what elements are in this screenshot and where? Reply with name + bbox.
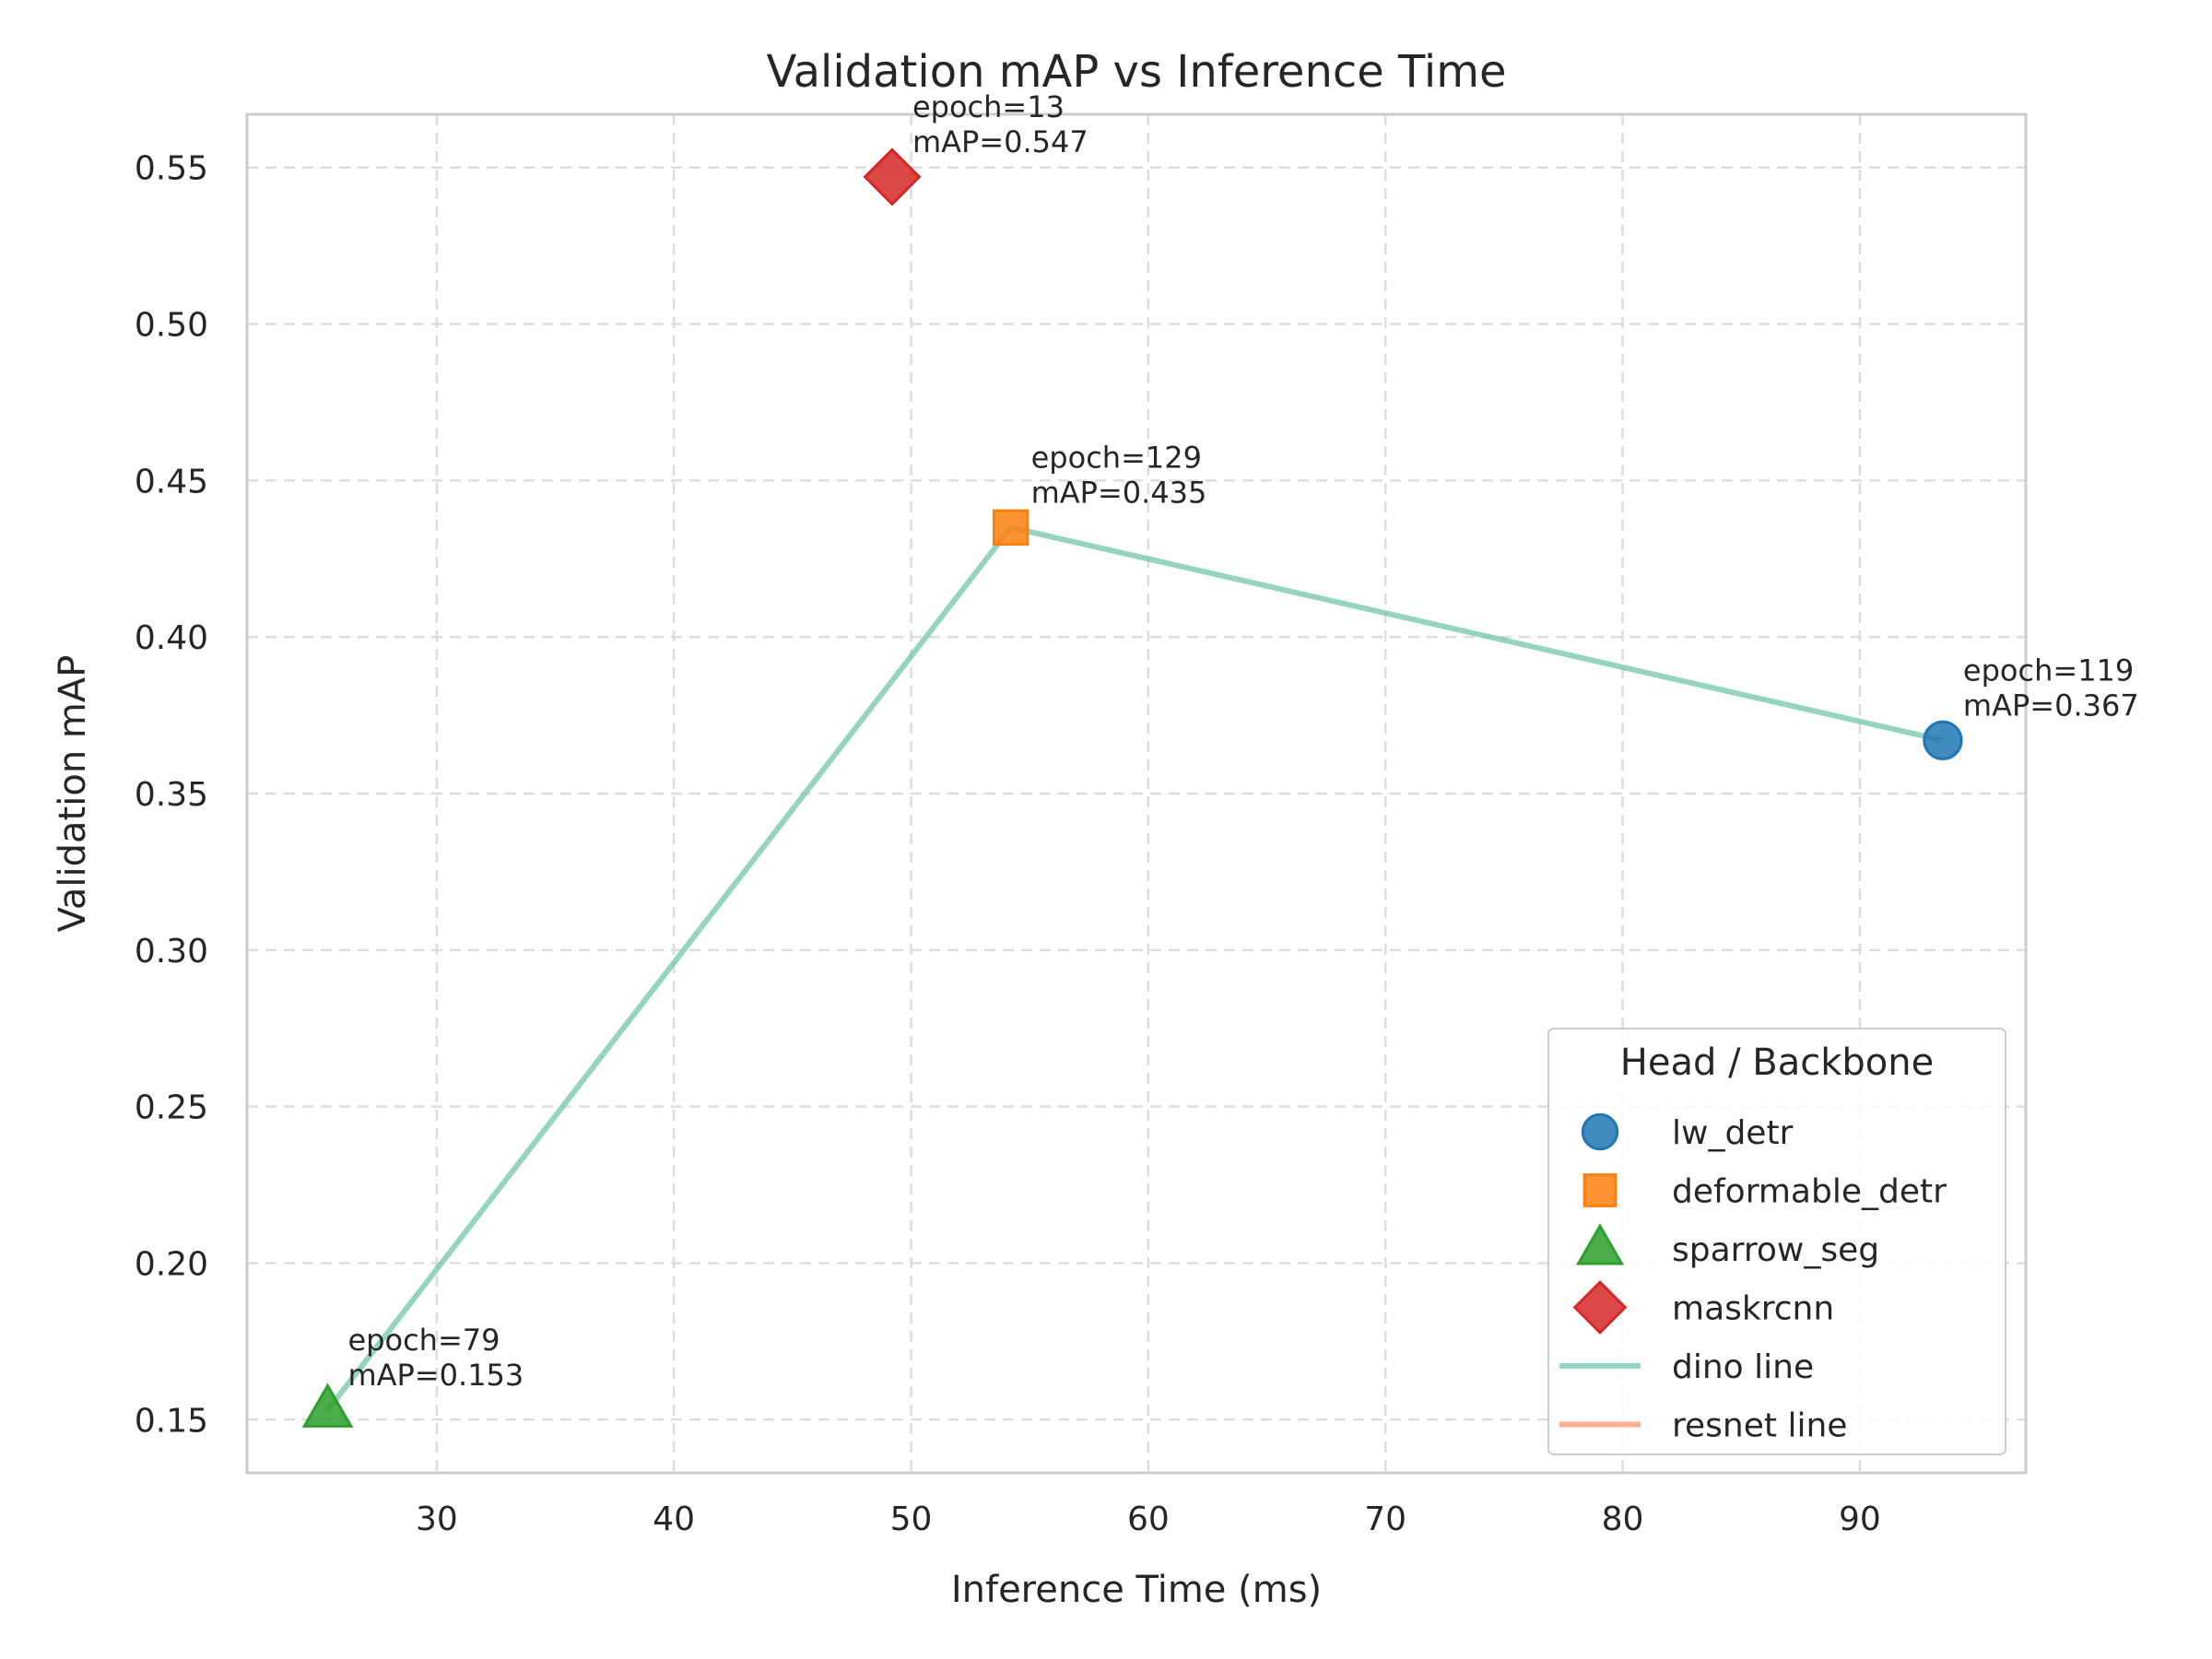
y-axis-label: Validation mAP — [52, 655, 94, 933]
legend-entries: lw_detr deformable_detr sparrow_segmaskrcn… — [1559, 1112, 1947, 1445]
point-annotation-line: mAP=0.153 — [347, 1358, 524, 1393]
y-tick-label: 0.40 — [135, 619, 208, 657]
legend-label: resnet line — [1672, 1407, 1847, 1445]
data-point — [301, 1382, 354, 1428]
legend-label: maskrcnn — [1672, 1290, 1834, 1328]
point-annotation-line: epoch=119 — [1963, 653, 2134, 688]
legend-label: dino line — [1672, 1348, 1814, 1386]
data-point — [992, 509, 1030, 547]
y-tick-label: 0.20 — [135, 1245, 208, 1283]
point-annotation-line: mAP=0.547 — [912, 124, 1088, 159]
x-axis-ticks: 30 40 50 60 70 80 90 — [416, 1500, 1881, 1538]
y-tick-label: 0.50 — [135, 307, 208, 345]
point-annotation: epoch=79 mAP=0.153 — [347, 1323, 524, 1393]
legend-marker — [1575, 1223, 1625, 1265]
x-tick-label: 50 — [890, 1500, 933, 1538]
y-tick-label: 0.55 — [135, 150, 208, 188]
x-tick-label: 40 — [653, 1500, 695, 1538]
point-annotation-line: epoch=13 — [912, 89, 1065, 124]
y-tick-label: 0.15 — [135, 1402, 208, 1440]
point-annotation: epoch=129 mAP=0.435 — [1031, 440, 1207, 510]
data-point — [863, 147, 922, 206]
legend-title: Head / Backbone — [1620, 1041, 1934, 1084]
x-tick-label: 60 — [1127, 1500, 1170, 1538]
y-axis-ticks: 0.15 0.20 0.25 0.30 0.35 0.40 0.45 0.50 0.55 — [135, 150, 208, 1441]
point-annotation: epoch=13 mAP=0.547 — [912, 89, 1088, 159]
point-annotation: epoch=119 mAP=0.367 — [1963, 653, 2139, 723]
legend-label: deformable_detr — [1672, 1173, 1947, 1211]
y-tick-label: 0.30 — [135, 933, 208, 971]
legend-marker — [1583, 1173, 1618, 1207]
x-tick-label: 70 — [1364, 1500, 1406, 1538]
data-point — [1923, 720, 1963, 760]
y-tick-label: 0.25 — [135, 1089, 208, 1127]
point-annotation-line: mAP=0.435 — [1031, 475, 1207, 510]
point-annotation-line: mAP=0.367 — [1963, 688, 2139, 723]
legend-label: lw_detr — [1672, 1114, 1794, 1152]
plot-frame — [245, 112, 2028, 1475]
x-tick-label: 30 — [416, 1500, 458, 1538]
legend-marker — [1581, 1112, 1619, 1151]
legend-box — [1547, 1028, 2006, 1455]
point-annotation-line: epoch=79 — [347, 1323, 500, 1358]
legend-label: sparrow_seg — [1672, 1231, 1879, 1269]
data-points — [301, 147, 1963, 1428]
point-annotation-line: epoch=129 — [1031, 440, 1202, 475]
legend-marker — [1572, 1280, 1628, 1335]
y-tick-label: 0.35 — [135, 776, 208, 814]
legend: Head / Backbone lw_detr deformable_detrsp… — [1547, 1028, 2006, 1455]
chart-title: Validation mAP vs Inference Time — [766, 46, 1506, 98]
x-tick-label: 80 — [1602, 1500, 1644, 1538]
x-axis-label: Inference Time (ms) — [951, 1569, 1322, 1611]
y-tick-label: 0.45 — [135, 463, 208, 500]
x-tick-label: 90 — [1839, 1500, 1881, 1538]
